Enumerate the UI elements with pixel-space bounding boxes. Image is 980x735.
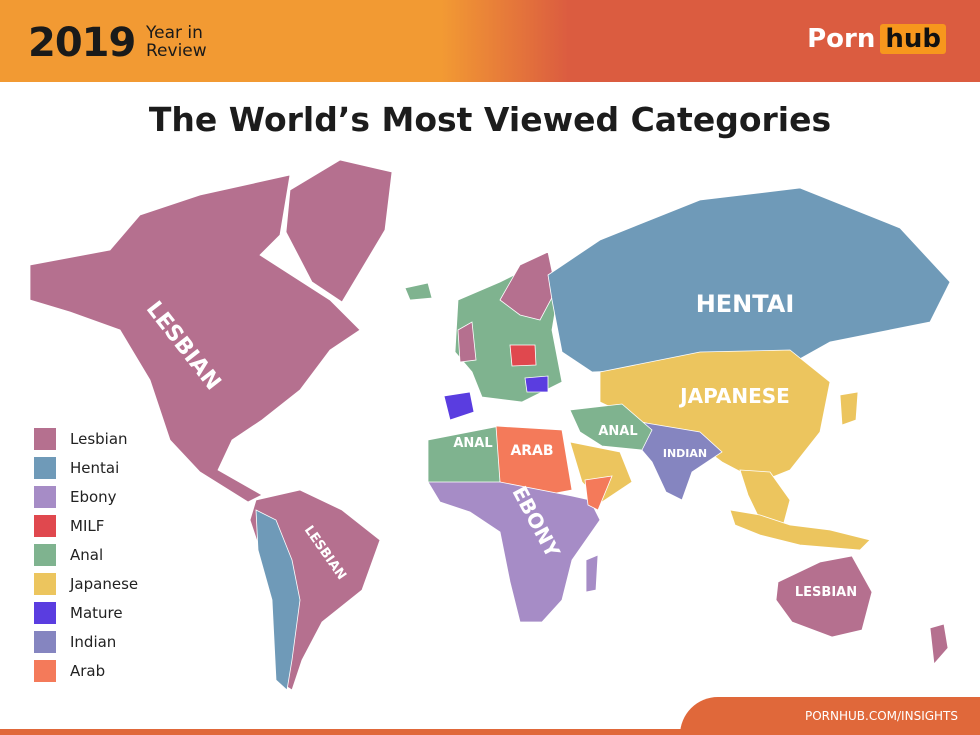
region-russia [547, 187, 951, 373]
header-banner: 2019 Year in Review Porn hub [0, 0, 980, 82]
footer-url: PORNHUB.COM/INSIGHTS [804, 709, 958, 723]
legend-label: Anal [70, 545, 104, 564]
region-north-america [29, 174, 361, 503]
legend-swatch [34, 659, 56, 682]
region-australia [775, 555, 873, 638]
legend-label: Lesbian [70, 429, 128, 448]
region-middle-east [569, 403, 653, 451]
year: 2019 [28, 20, 136, 66]
legend-item-anal: Anal [34, 540, 138, 569]
legend-item-arab: Arab [34, 656, 138, 685]
legend-item-japanese: Japanese [34, 569, 138, 598]
legend-swatch [34, 601, 56, 624]
region-africa [427, 481, 601, 623]
year-in-review: Year in Review [146, 24, 207, 60]
legend-item-indian: Indian [34, 627, 138, 656]
legend-item-milf: MILF [34, 511, 138, 540]
page-title: The World’s Most Viewed Categories [148, 100, 832, 139]
label-egypt: ARAB [510, 443, 553, 459]
logo-text-2: hub [880, 24, 946, 54]
region-spain [443, 391, 475, 421]
legend-swatch [34, 543, 56, 566]
legend-item-hentai: Hentai [34, 453, 138, 482]
legend: Lesbian Hentai Ebony MILF Anal Japanese Mature… [34, 424, 138, 685]
subtitle-line-1: Year in [146, 23, 203, 43]
legend-swatch [34, 485, 56, 508]
legend-swatch [34, 572, 56, 595]
legend-label: Hentai [70, 458, 120, 477]
legend-swatch [34, 456, 56, 479]
footer-bar [0, 729, 980, 735]
legend-item-lesbian: Lesbian [34, 424, 138, 453]
legend-item-ebony: Ebony [34, 482, 138, 511]
label-india: INDIAN [663, 447, 707, 460]
region-iceland [404, 282, 433, 301]
legend-swatch [34, 427, 56, 450]
label-australia: LESBIAN [795, 585, 857, 600]
legend-item-mature: Mature [34, 598, 138, 627]
legend-swatch [34, 514, 56, 537]
region-indonesia [729, 509, 871, 551]
footer: PORNHUB.COM/INSIGHTS [680, 697, 980, 735]
region-madagascar [585, 554, 599, 593]
label-north-africa: ANAL [453, 436, 492, 451]
legend-label: Ebony [70, 487, 117, 506]
region-eastern-europe [524, 375, 549, 393]
label-china: JAPANESE [678, 384, 790, 408]
region-horn-of-africa [584, 475, 613, 511]
region-greenland [285, 159, 393, 303]
region-uk [457, 321, 477, 363]
region-andes [255, 509, 301, 691]
label-russia: HENTAI [696, 290, 795, 318]
legend-label: Indian [70, 632, 117, 651]
region-arabia [569, 441, 633, 503]
region-poland [509, 344, 537, 367]
label-middle-east: ANAL [598, 424, 637, 439]
legend-label: Japanese [70, 574, 139, 593]
subtitle-line-2: Review [146, 41, 207, 61]
logo-text-1: Porn [807, 24, 876, 54]
region-japan [839, 391, 859, 426]
legend-label: MILF [70, 516, 105, 535]
region-new-zealand [929, 623, 949, 665]
legend-label: Mature [70, 603, 123, 622]
logo: Porn hub [807, 24, 946, 54]
legend-label: Arab [70, 661, 106, 680]
legend-swatch [34, 630, 56, 653]
